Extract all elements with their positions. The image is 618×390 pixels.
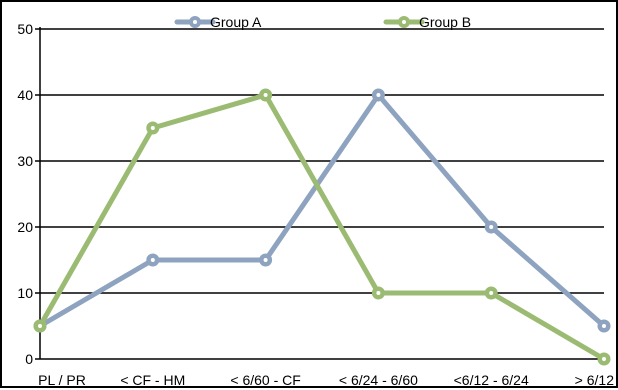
legend-label-1: Group B [419, 14, 471, 30]
x-tick-label-3: < 6/24 - 6/60 [339, 372, 418, 388]
marker-inner-1-0 [38, 324, 42, 328]
data-point-1-2 [259, 88, 273, 102]
series-lines [33, 88, 611, 366]
data-point-1-5 [597, 352, 611, 366]
series-1 [33, 88, 611, 366]
y-tick-label-50: 50 [17, 21, 33, 37]
data-point-1-0 [33, 319, 47, 333]
x-tick-labels: PL / PR < CF - HM < 6/60 - CF < 6/24 - 6/60… [38, 372, 614, 388]
legend-swatch-dot-1 [402, 20, 406, 24]
marker-inner-1-2 [263, 93, 268, 97]
data-point-1-3 [371, 286, 385, 300]
data-point-0-4 [484, 220, 498, 234]
data-point-0-1 [146, 253, 160, 267]
legend-item-1: Group B [383, 14, 471, 30]
x-tick-label-2: < 6/60 - CF [230, 372, 300, 388]
y-tick-label-20: 20 [17, 219, 33, 235]
y-tick-label-40: 40 [17, 87, 33, 103]
data-point-1-1 [146, 121, 160, 135]
data-point-0-5 [597, 319, 611, 333]
legend-swatch-dot-0 [193, 20, 197, 24]
x-tick-label-1: < CF - HM [120, 372, 185, 388]
data-point-0-2 [259, 253, 273, 267]
marker-inner-1-5 [602, 357, 606, 361]
marker-inner-0-5 [602, 324, 606, 328]
marker-inner-0-4 [489, 225, 494, 229]
series-0 [33, 88, 611, 333]
legend-label-0: Group A [210, 14, 262, 30]
data-point-0-3 [371, 88, 385, 102]
x-tick-label-5: > 6/12 [575, 372, 615, 388]
data-point-1-4 [484, 286, 498, 300]
marker-inner-1-1 [150, 126, 155, 130]
y-tick-label-0: 0 [25, 351, 33, 367]
series-line-0 [37, 92, 607, 329]
series-line-1 [37, 92, 607, 362]
y-tick-labels: 0 10 20 30 40 50 [17, 21, 33, 367]
marker-inner-0-2 [263, 258, 268, 262]
x-tick-label-0: PL / PR [38, 372, 86, 388]
legend: Group A Group B [174, 14, 471, 30]
legend-item-0: Group A [174, 14, 262, 30]
marker-inner-1-4 [489, 291, 494, 295]
y-tick-label-30: 30 [17, 153, 33, 169]
y-tick-label-10: 10 [17, 285, 33, 301]
marker-inner-0-3 [376, 93, 381, 97]
x-tick-label-4: <6/12 - 6/24 [454, 372, 529, 388]
marker-inner-0-1 [150, 258, 155, 262]
axes [35, 27, 604, 360]
marker-inner-1-3 [376, 291, 381, 295]
